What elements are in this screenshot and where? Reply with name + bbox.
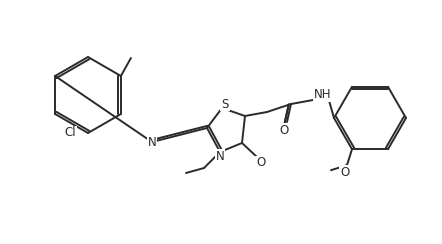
Text: S: S <box>221 98 229 111</box>
Text: O: O <box>256 156 266 170</box>
Text: Cl: Cl <box>65 126 76 140</box>
Text: NH: NH <box>314 89 332 102</box>
Text: N: N <box>148 135 156 149</box>
Text: O: O <box>340 166 350 179</box>
Text: O: O <box>279 123 289 136</box>
Text: N: N <box>216 150 225 163</box>
